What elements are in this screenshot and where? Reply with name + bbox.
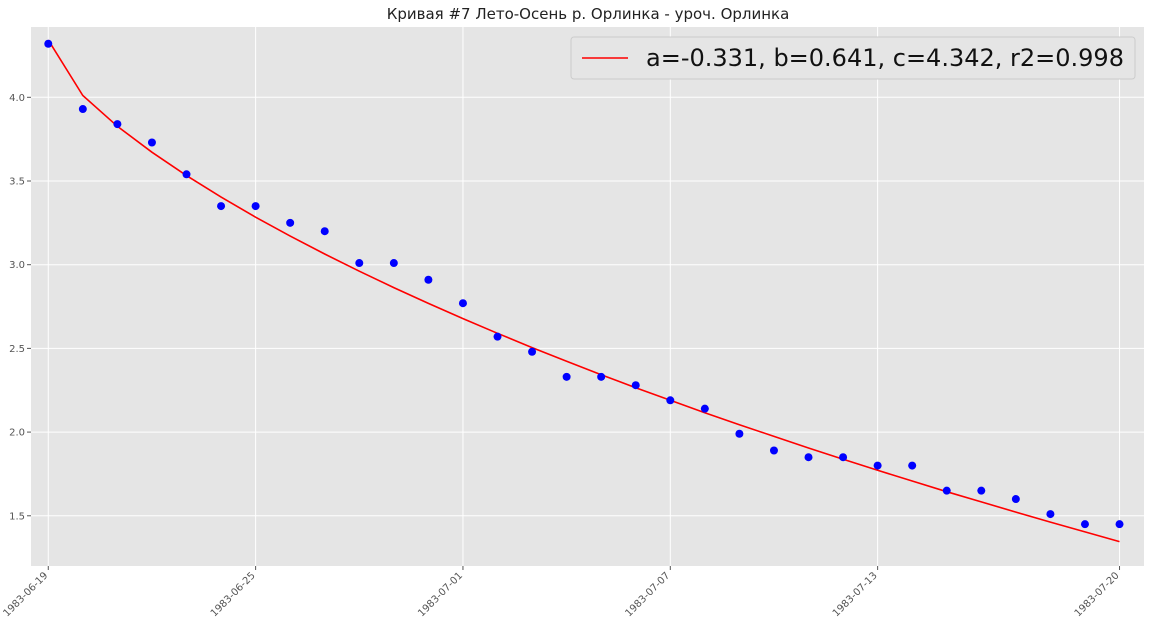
data-point — [286, 218, 295, 227]
x-tick-label: 1983-07-01 — [416, 570, 465, 619]
data-point — [458, 299, 467, 308]
data-point — [1046, 510, 1055, 519]
x-tick-label: 1983-06-19 — [2, 570, 51, 619]
y-tick-label: 2.0 — [9, 428, 25, 439]
x-tick-label: 1983-07-13 — [831, 570, 880, 619]
data-point — [700, 404, 709, 413]
data-point — [908, 461, 917, 470]
legend-box — [570, 36, 1136, 80]
data-point — [597, 372, 606, 381]
x-tick-label: 1983-06-25 — [209, 570, 258, 619]
data-point — [977, 486, 986, 495]
data-point — [44, 39, 53, 48]
data-point — [113, 120, 122, 129]
data-point — [1080, 520, 1089, 529]
data-point — [735, 429, 744, 438]
data-point — [217, 202, 226, 211]
data-point — [1115, 520, 1124, 529]
data-point — [1011, 495, 1020, 504]
data-point — [631, 381, 640, 390]
y-tick-label: 4.0 — [9, 93, 25, 104]
data-point — [942, 486, 951, 495]
y-tick-label: 3.0 — [9, 260, 25, 271]
data-point — [493, 332, 502, 341]
data-point — [78, 105, 87, 114]
data-point — [320, 227, 329, 236]
plot-area — [31, 27, 1144, 566]
x-tick-label: 1983-07-07 — [624, 570, 673, 619]
data-point — [147, 138, 156, 147]
grid — [31, 27, 1144, 566]
y-tick-label: 1.5 — [9, 511, 25, 522]
data-point — [424, 275, 433, 284]
y-tick-label: 2.5 — [9, 344, 25, 355]
data-point — [562, 372, 571, 381]
data-point — [666, 396, 675, 405]
chart-title: Кривая #7 Лето-Осень р. Орлинка - уроч. … — [387, 5, 790, 23]
x-tick-label: 1983-07-20 — [1073, 570, 1122, 619]
data-point — [182, 170, 191, 179]
data-point — [839, 453, 848, 462]
fit-curve-line — [47, 39, 1120, 543]
legend: a=-0.331, b=0.641, c=4.342, r2=0.998 — [570, 36, 1136, 80]
data-point — [804, 453, 813, 462]
y-tick-label: 3.5 — [9, 177, 25, 188]
series-layer — [44, 39, 1124, 543]
data-point — [769, 446, 778, 455]
data-point — [251, 202, 260, 211]
legend-entry: a=-0.331, b=0.641, c=4.342, r2=0.998 — [646, 44, 1124, 72]
data-point — [528, 347, 537, 356]
data-point — [873, 461, 882, 470]
data-point — [355, 259, 364, 268]
data-point — [389, 259, 398, 268]
